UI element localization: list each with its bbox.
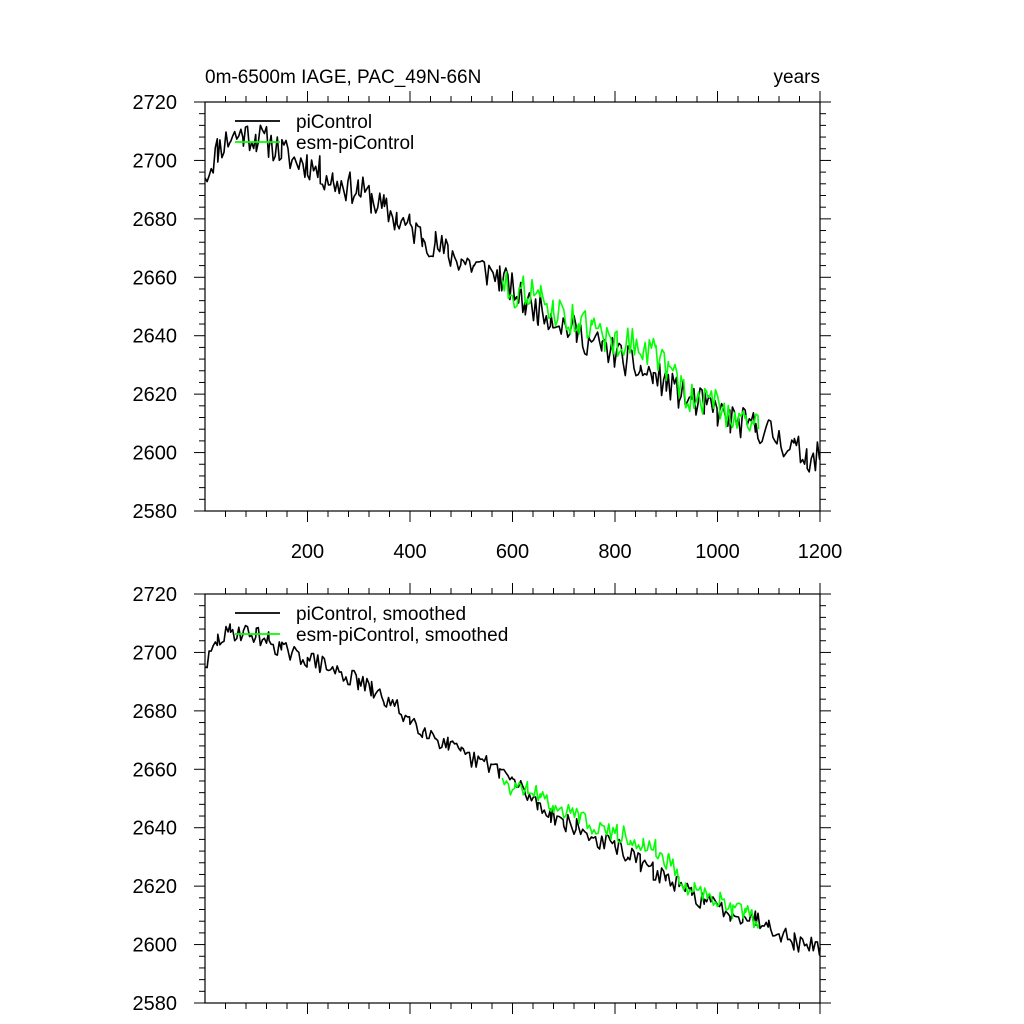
- y-tick-label: 2640: [133, 818, 178, 840]
- plot-frame: [204, 593, 821, 1004]
- series-line-picontrol: [204, 124, 821, 473]
- y-tick-label: 2720: [133, 584, 178, 606]
- x-tick-label: 400: [393, 541, 426, 563]
- series-line-esm-picontrol: [501, 270, 760, 432]
- legend-label: esm-piControl: [296, 133, 414, 154]
- chart-title: 0m-6500m IAGE, PAC_49N-66N: [205, 67, 481, 88]
- y-tick-label: 2720: [133, 92, 178, 114]
- y-tick-label: 2600: [133, 443, 178, 465]
- y-tick-label: 2660: [133, 759, 178, 781]
- x-tick-label: 1000: [695, 541, 740, 563]
- legend-label: piControl, smoothed: [296, 604, 466, 625]
- y-tick-label: 2580: [133, 993, 178, 1015]
- y-tick-label: 2620: [133, 876, 178, 898]
- y-tick-label: 2580: [133, 501, 178, 523]
- y-tick-label: 2700: [133, 150, 178, 172]
- x-tick-label: 1200: [798, 541, 843, 563]
- x-tick-label: 200: [291, 541, 324, 563]
- y-tick-label: 2680: [133, 209, 178, 231]
- x-tick-label: 800: [598, 541, 631, 563]
- y-tick-label: 2600: [133, 935, 178, 957]
- legend-label: esm-piControl, smoothed: [296, 625, 508, 646]
- series-line-esm-picontrol-smoothed: [501, 777, 760, 929]
- y-tick-label: 2660: [133, 267, 178, 289]
- chart-panel-top: 2580 2600 2620 2640 2660 2680 2700 2720 200 400 60…: [133, 67, 843, 563]
- y-tick-label: 2680: [133, 701, 178, 723]
- chart-panel-bottom: 2580 2600 2620 2640 2660 2680 2700 2720 piContro…: [133, 583, 831, 1015]
- y-tick-label: 2620: [133, 384, 178, 406]
- y-tick-label: 2700: [133, 642, 178, 664]
- x-tick-label: 600: [496, 541, 529, 563]
- chart-right-title: years: [774, 67, 820, 88]
- y-tick-label: 2640: [133, 326, 178, 348]
- legend-label: piControl: [296, 112, 372, 133]
